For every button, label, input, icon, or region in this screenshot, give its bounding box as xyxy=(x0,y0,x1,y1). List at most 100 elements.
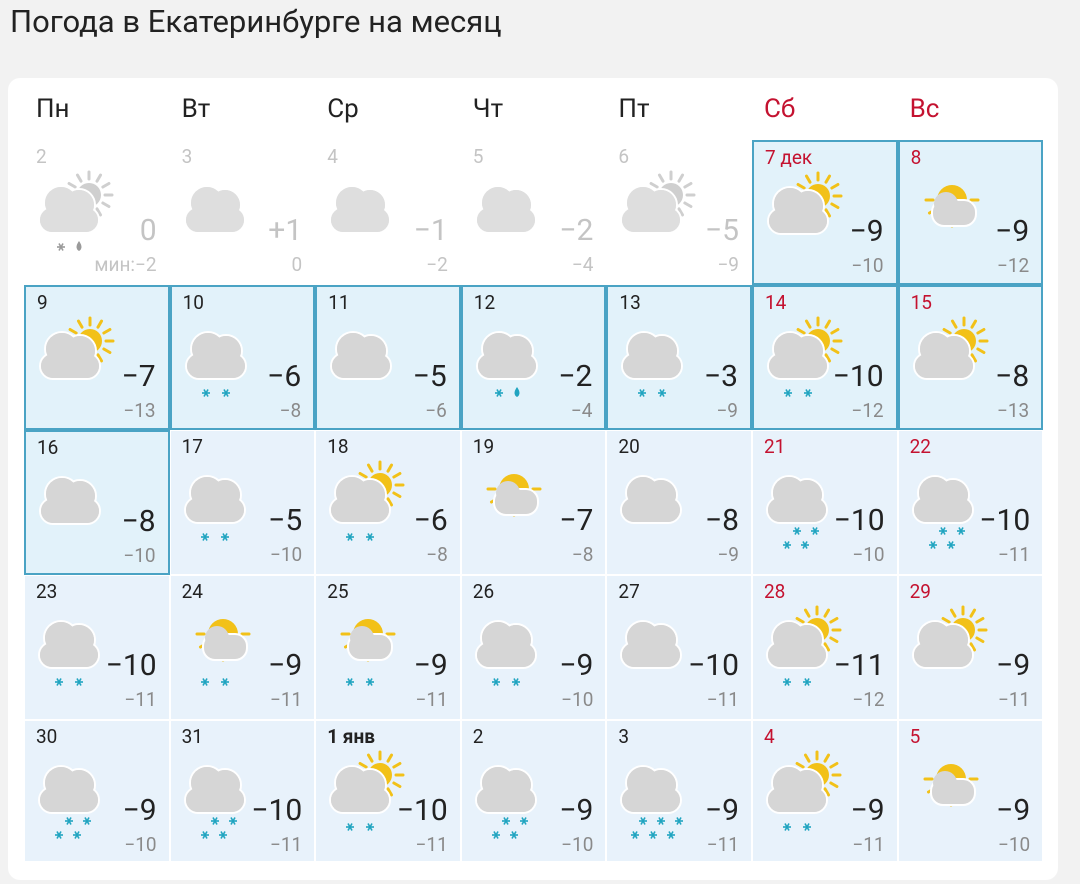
min-value: −10 xyxy=(561,688,594,711)
weather-icon xyxy=(340,619,396,686)
min-temp: −10 xyxy=(561,688,593,711)
min-temp: −13 xyxy=(997,399,1029,422)
weekday-header: Чт xyxy=(472,94,504,124)
weekday-header: Ср xyxy=(327,94,359,124)
max-temp: −6 xyxy=(413,503,448,538)
day-cell: 25 −9 −11 xyxy=(315,575,461,720)
max-temp: +1 xyxy=(268,213,303,248)
max-temp: −10 xyxy=(688,648,739,683)
day-date: 16 xyxy=(37,436,59,459)
max-temp: −9 xyxy=(413,648,448,683)
day-cell: 20 −8 −9 xyxy=(606,430,752,575)
min-value: −11 xyxy=(124,688,157,711)
max-temp: −9 xyxy=(559,793,594,828)
weather-icon xyxy=(621,331,684,397)
min-value: −2 xyxy=(135,253,157,276)
day-cell: 31 −10 −11 xyxy=(169,720,316,862)
day-date: 5 xyxy=(472,145,484,168)
min-temp: −8 xyxy=(426,543,448,566)
weather-icon xyxy=(912,316,989,380)
weather-icon xyxy=(766,605,842,686)
day-cell: 16 −8 −10 xyxy=(24,430,170,575)
min-value: −9 xyxy=(717,253,739,276)
max-temp: 0 xyxy=(139,213,157,248)
max-temp: −9 xyxy=(850,793,885,828)
min-value: −4 xyxy=(570,399,593,422)
day-date: 14 xyxy=(765,291,787,314)
max-temp: −3 xyxy=(703,359,738,394)
day-date: 8 xyxy=(910,146,922,169)
min-value: −10 xyxy=(852,543,885,566)
max-temp: −5 xyxy=(412,359,447,394)
day-cell: 12 −2 −4 xyxy=(460,285,607,430)
min-value: −8 xyxy=(426,543,448,566)
max-temp: −9 xyxy=(996,793,1031,828)
max-temp: −10 xyxy=(105,648,157,683)
day-cell: 2 −9 −10 xyxy=(460,720,607,862)
day-cell: 3 −9 −11 xyxy=(606,720,752,862)
min-value: 0 xyxy=(291,253,303,276)
min-temp: −9 xyxy=(716,399,738,422)
weather-icon xyxy=(620,170,696,234)
day-cell: 15 −8 −13 xyxy=(897,285,1044,430)
weather-icon xyxy=(924,185,980,228)
day-date: 26 xyxy=(472,580,495,603)
min-temp: −11 xyxy=(416,833,448,856)
day-date: 21 xyxy=(764,435,786,458)
min-temp: −10 xyxy=(123,544,155,567)
day-cell: 6 −5 −9 xyxy=(606,140,752,285)
weather-icon xyxy=(911,605,988,669)
min-temp: −9 xyxy=(717,253,739,276)
weather-icon xyxy=(620,765,684,839)
min-temp: −12 xyxy=(852,688,884,711)
weather-icon xyxy=(183,185,246,234)
day-cell: 22 −10 −11 xyxy=(897,430,1044,575)
day-cell: 8 −9 −12 xyxy=(897,140,1044,285)
day-cell: 2 0 мин:−2 xyxy=(24,140,170,285)
day-date: 28 xyxy=(764,580,786,603)
min-value: −9 xyxy=(717,543,739,566)
min-temp: 0 xyxy=(292,253,303,276)
weekday-header: Вс xyxy=(909,94,940,124)
max-temp: −10 xyxy=(833,503,885,538)
min-temp: −10 xyxy=(851,254,883,277)
min-temp: −4 xyxy=(571,399,593,422)
min-temp: −11 xyxy=(998,543,1030,566)
min-value: −12 xyxy=(852,688,885,711)
weather-icon xyxy=(475,331,538,397)
weather-icon xyxy=(766,475,828,549)
weather-icon xyxy=(183,765,246,839)
day-cell: 5 −2 −4 xyxy=(460,140,607,285)
weather-icon xyxy=(38,765,100,839)
min-value: −12 xyxy=(851,399,884,422)
min-value: −11 xyxy=(706,833,739,856)
day-date: 3 xyxy=(618,725,630,748)
day-cell: 5 −9 −10 xyxy=(897,720,1044,862)
weather-icon xyxy=(329,750,405,831)
weather-icon xyxy=(486,474,542,517)
min-temp: −9 xyxy=(717,543,739,566)
day-date: 4 xyxy=(764,725,775,748)
min-temp: −10 xyxy=(124,833,156,856)
min-temp: −11 xyxy=(270,688,302,711)
max-temp: −10 xyxy=(251,793,303,828)
weather-icon xyxy=(330,331,393,380)
day-date: 24 xyxy=(181,580,203,603)
max-temp: −6 xyxy=(267,359,302,394)
min-temp: −8 xyxy=(572,543,594,566)
day-cell: 27 −10 −11 xyxy=(606,575,752,720)
min-value: −13 xyxy=(996,399,1030,422)
max-temp: −7 xyxy=(121,359,156,394)
day-cell: 29 −9 −11 xyxy=(897,575,1044,720)
max-temp: −1 xyxy=(413,213,448,248)
min-label: мин: xyxy=(94,253,136,276)
min-value: −11 xyxy=(706,688,739,711)
max-temp: −9 xyxy=(849,214,884,249)
min-value: −11 xyxy=(997,543,1031,566)
max-temp: −9 xyxy=(268,648,303,683)
min-value: −11 xyxy=(415,833,448,856)
max-temp: −8 xyxy=(995,359,1030,394)
day-cell: 13 −3 −9 xyxy=(606,285,752,430)
weekday-header: Сб xyxy=(764,94,796,124)
